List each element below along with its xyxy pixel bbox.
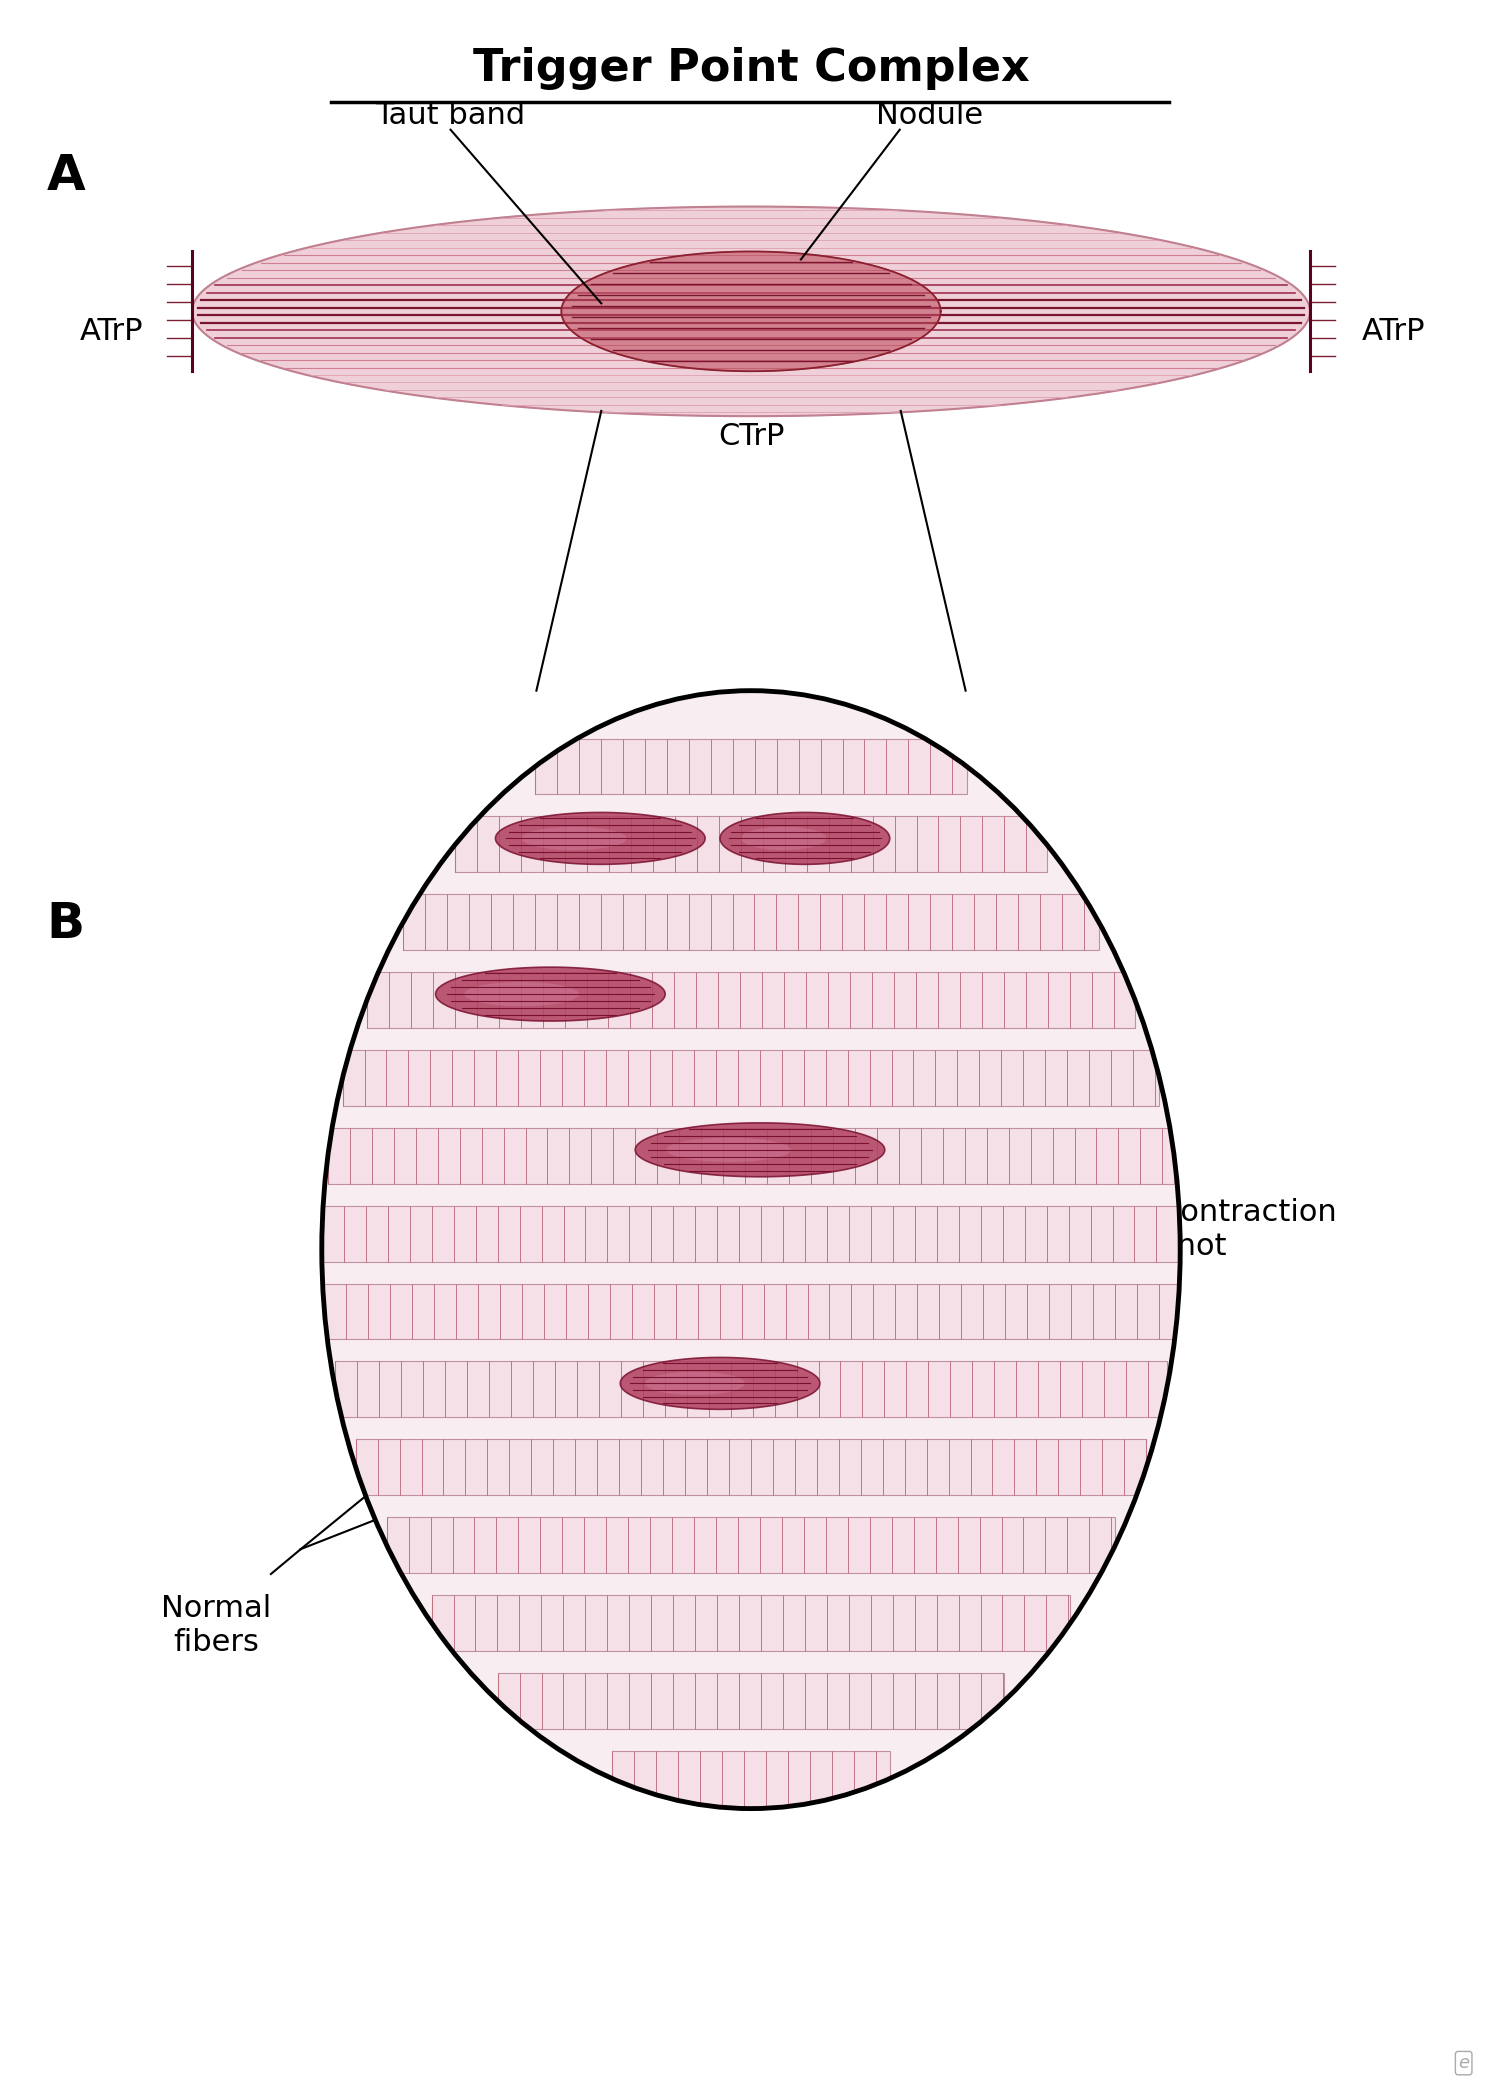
- Polygon shape: [667, 1138, 792, 1161]
- Text: Contraction
knot: Contraction knot: [1160, 1199, 1337, 1260]
- Bar: [321, 1205, 1181, 1262]
- Bar: [327, 1128, 1175, 1184]
- Polygon shape: [646, 1371, 745, 1394]
- Text: Normal
fibers: Normal fibers: [161, 1594, 272, 1657]
- Polygon shape: [742, 827, 826, 851]
- Text: Trigger Point Complex: Trigger Point Complex: [473, 46, 1029, 90]
- Polygon shape: [496, 813, 704, 865]
- Polygon shape: [436, 968, 665, 1021]
- Polygon shape: [192, 206, 1310, 416]
- Polygon shape: [562, 252, 940, 372]
- Text: ATrP: ATrP: [80, 317, 143, 346]
- Bar: [497, 1674, 1005, 1728]
- Bar: [455, 817, 1047, 871]
- Bar: [535, 739, 967, 794]
- Bar: [431, 1596, 1071, 1651]
- Ellipse shape: [321, 691, 1181, 1808]
- Text: B: B: [47, 901, 84, 949]
- Text: e: e: [1458, 2054, 1469, 2073]
- Bar: [324, 1283, 1178, 1340]
- Polygon shape: [521, 827, 626, 851]
- Bar: [356, 1438, 1146, 1495]
- Text: A: A: [47, 151, 86, 200]
- Bar: [613, 1751, 889, 1806]
- Polygon shape: [620, 1357, 820, 1409]
- Bar: [342, 1050, 1160, 1107]
- Polygon shape: [635, 1124, 885, 1176]
- Text: Nodule: Nodule: [876, 101, 984, 130]
- Bar: [366, 972, 1136, 1029]
- Text: ATrP: ATrP: [1362, 317, 1425, 346]
- Bar: [335, 1361, 1167, 1418]
- Text: CTrP: CTrP: [718, 422, 784, 452]
- Text: Taut band: Taut band: [376, 101, 526, 130]
- Polygon shape: [719, 813, 889, 865]
- Bar: [386, 1516, 1116, 1573]
- Polygon shape: [464, 983, 580, 1006]
- Bar: [403, 895, 1099, 949]
